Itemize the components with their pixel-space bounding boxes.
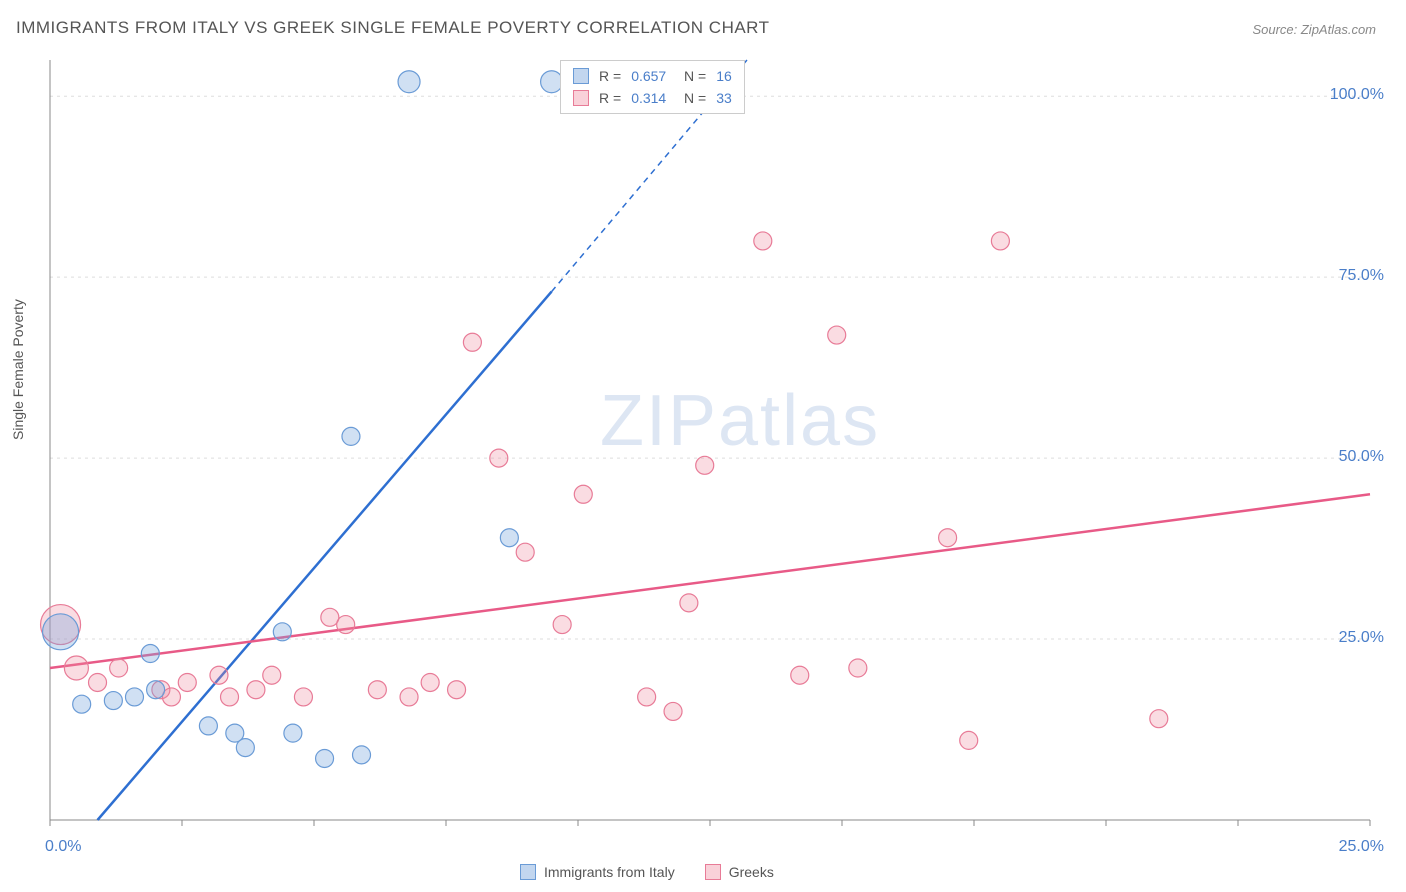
legend-label: Immigrants from Italy [544,864,675,880]
y-tick-label: 75.0% [1339,267,1384,285]
data-point-greeks [939,529,957,547]
data-point-greeks [574,485,592,503]
data-point-italy [199,717,217,735]
legend-item: Greeks [705,864,774,880]
data-point-greeks [960,731,978,749]
data-point-greeks [791,666,809,684]
legend-stats-row: R =0.657 N =16 [573,65,732,87]
data-point-italy [500,529,518,547]
data-point-italy [141,645,159,663]
data-point-italy [353,746,371,764]
data-point-greeks [110,659,128,677]
data-point-greeks [849,659,867,677]
legend-item: Immigrants from Italy [520,864,675,880]
data-point-greeks [178,673,196,691]
legend-label: Greeks [729,864,774,880]
data-point-italy [273,623,291,641]
data-point-greeks [294,688,312,706]
data-point-greeks [337,616,355,634]
data-point-italy [43,614,79,650]
data-point-italy [236,739,254,757]
data-point-italy [125,688,143,706]
data-point-greeks [754,232,772,250]
legend-swatch [573,90,589,106]
y-tick-label: 100.0% [1330,86,1384,104]
data-point-greeks [64,656,88,680]
y-tick-label: 50.0% [1339,448,1384,466]
data-point-greeks [828,326,846,344]
legend-stats-row: R =0.314 N =33 [573,87,732,109]
data-point-greeks [638,688,656,706]
data-point-greeks [421,673,439,691]
data-point-greeks [263,666,281,684]
data-point-greeks [400,688,418,706]
data-point-greeks [1150,710,1168,728]
data-point-greeks [463,333,481,351]
data-point-greeks [664,702,682,720]
data-point-greeks [210,666,228,684]
data-point-italy [147,681,165,699]
data-point-greeks [553,616,571,634]
x-max-label: 25.0% [1339,838,1384,856]
scatter-chart [0,0,1406,892]
data-point-greeks [247,681,265,699]
legend-stats-box: R =0.657 N =16R =0.314 N =33 [560,60,745,114]
legend-swatch [705,864,721,880]
data-point-italy [104,692,122,710]
y-tick-label: 25.0% [1339,629,1384,647]
data-point-greeks [448,681,466,699]
data-point-italy [342,427,360,445]
data-point-greeks [490,449,508,467]
data-point-italy [73,695,91,713]
data-point-greeks [89,673,107,691]
legend-bottom: Immigrants from Italy Greeks [520,864,774,880]
data-point-greeks [368,681,386,699]
legend-swatch [520,864,536,880]
data-point-greeks [516,543,534,561]
x-origin-label: 0.0% [45,838,81,856]
data-point-greeks [696,456,714,474]
data-point-greeks [221,688,239,706]
data-point-italy [398,71,420,93]
data-point-greeks [680,594,698,612]
data-point-italy [284,724,302,742]
data-point-italy [316,749,334,767]
data-point-greeks [991,232,1009,250]
legend-swatch [573,68,589,84]
